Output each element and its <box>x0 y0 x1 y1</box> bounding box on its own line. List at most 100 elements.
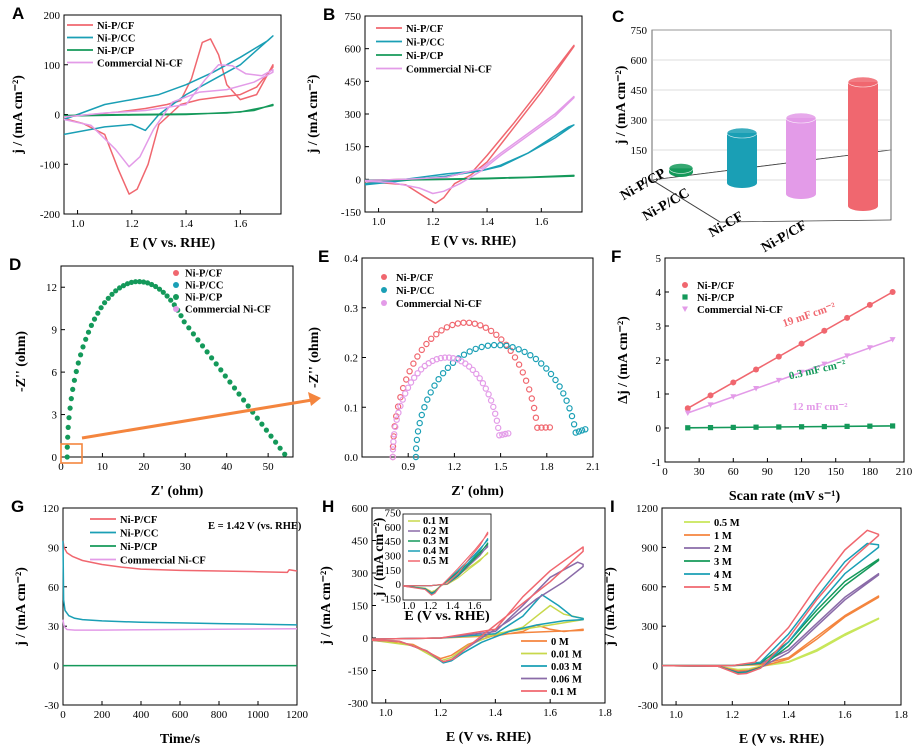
data-point <box>521 348 528 356</box>
data-point <box>684 410 691 417</box>
data-point <box>414 428 422 435</box>
legend-marker <box>682 282 688 288</box>
y-tick-label: 0 <box>653 661 659 673</box>
data-point <box>547 370 555 378</box>
x-tick-label: 1.6 <box>543 707 557 719</box>
legend-label: 4 M <box>714 570 732 581</box>
data-point <box>389 446 397 453</box>
data-point <box>98 305 104 311</box>
legend-label: 0.06 M <box>551 675 582 686</box>
x-tick-label: 150 <box>827 466 844 478</box>
data-point <box>477 322 484 329</box>
inset-y-axis-label: j / (mA cm⁻²) <box>372 517 387 597</box>
data-point <box>844 314 851 321</box>
data-point <box>578 427 586 434</box>
legend-label: Ni-P/CF <box>97 21 134 32</box>
legend-label: Commercial Ni-CF <box>185 305 271 316</box>
series-line <box>371 593 584 664</box>
data-point <box>156 286 163 292</box>
panel-G: 0 200 400 600 800 1000 1200-300306090120Time/s… <box>11 497 309 747</box>
data-point <box>460 351 468 358</box>
legend-label: Commercial Ni-CF <box>97 59 183 70</box>
y-tick-label: 450 <box>345 76 362 88</box>
data-point <box>490 341 498 349</box>
data-point <box>407 379 415 386</box>
legend-marker <box>381 287 387 293</box>
y-tick-label: -300 <box>638 700 659 712</box>
inset-series-line <box>402 531 489 596</box>
inset-y-tick-label: 150 <box>385 565 402 577</box>
series-line <box>661 595 880 672</box>
legend-label: Ni-P/CF <box>120 515 157 526</box>
x-tick-label: 1.8 <box>894 709 908 721</box>
series-line <box>63 64 274 168</box>
y-tick-label: 5 <box>656 253 662 265</box>
y-tick-label: 30 <box>48 621 60 633</box>
x-tick-label: 1.0 <box>372 216 386 228</box>
data-point <box>471 320 478 327</box>
data-point <box>390 438 397 445</box>
x-tick-label: 1.4 <box>480 216 494 228</box>
x-tick-label: 1.6 <box>233 218 247 230</box>
y-tick-label: -150 <box>341 207 362 219</box>
panel-E: 0.9 1.2 1.5 1.8 2.1 0.0 0.1 0.2 0.3 0.4 Z' (ohm) -Z… <box>307 247 600 499</box>
panel-G-frame <box>62 507 298 706</box>
panel-label: E <box>318 247 329 266</box>
y-tick-label: 3 <box>52 410 58 422</box>
bar-body <box>727 133 757 188</box>
data-point <box>519 369 527 376</box>
panel-label: I <box>610 497 615 516</box>
panel-B: 1.0 1.2 1.4 1.6 -150 0 150 300 450 600 750 E (V vs.… <box>306 5 583 249</box>
data-point <box>582 426 589 433</box>
y-tick-label: 600 <box>352 503 369 515</box>
y-tick-label: 6 <box>52 367 58 379</box>
data-point <box>403 376 410 383</box>
x-tick-label: 30 <box>694 466 706 478</box>
panel-label: G <box>11 497 24 516</box>
data-point <box>844 353 851 359</box>
x-tick-label: 1.8 <box>540 461 554 473</box>
x-tick-label: 1.2 <box>725 709 739 721</box>
data-point <box>168 297 174 303</box>
data-point <box>418 411 425 419</box>
data-point <box>490 403 497 411</box>
data-point <box>95 310 101 316</box>
y-tick-label: 4 <box>656 287 662 299</box>
data-point <box>411 374 418 381</box>
panel-label: D <box>9 255 21 274</box>
y-tick-label: 750 <box>631 25 648 37</box>
y-tick-label: 9 <box>52 325 58 337</box>
data-point <box>414 370 421 377</box>
x-tick-label: 1.4 <box>782 709 796 721</box>
data-point <box>443 324 451 331</box>
y-tick-label: 90 <box>48 542 60 554</box>
x-axis-label: E (V vs. RHE) <box>431 234 517 249</box>
data-point <box>497 342 504 349</box>
data-point <box>199 343 206 349</box>
data-point <box>515 346 522 353</box>
data-point <box>496 432 503 439</box>
y-axis-label: j / (mA cm⁻²) <box>614 65 629 145</box>
x-tick-label: 1.2 <box>426 216 440 228</box>
data-point <box>435 376 442 383</box>
data-point <box>431 382 438 389</box>
inset-series-line <box>402 551 489 593</box>
legend-label: Ni-P/CC <box>406 38 445 49</box>
data-point <box>395 409 402 416</box>
data-point <box>141 279 147 285</box>
y-tick-label: 1200 <box>636 503 659 515</box>
data-point <box>556 383 563 390</box>
data-point <box>277 445 283 451</box>
data-point <box>441 354 449 361</box>
data-point <box>572 429 579 436</box>
data-point <box>132 279 139 285</box>
data-point <box>526 386 533 393</box>
panel-label: F <box>611 247 621 266</box>
data-point <box>209 355 215 361</box>
data-point <box>113 288 119 294</box>
data-point <box>433 356 440 363</box>
data-point <box>798 424 805 430</box>
legend-label: 2 M <box>714 544 732 555</box>
panel-I: 1.0 1.2 1.4 1.6 1.8 -300 0 300 600 900 1200 E (V vs… <box>603 497 908 747</box>
legend-marker <box>682 294 688 300</box>
